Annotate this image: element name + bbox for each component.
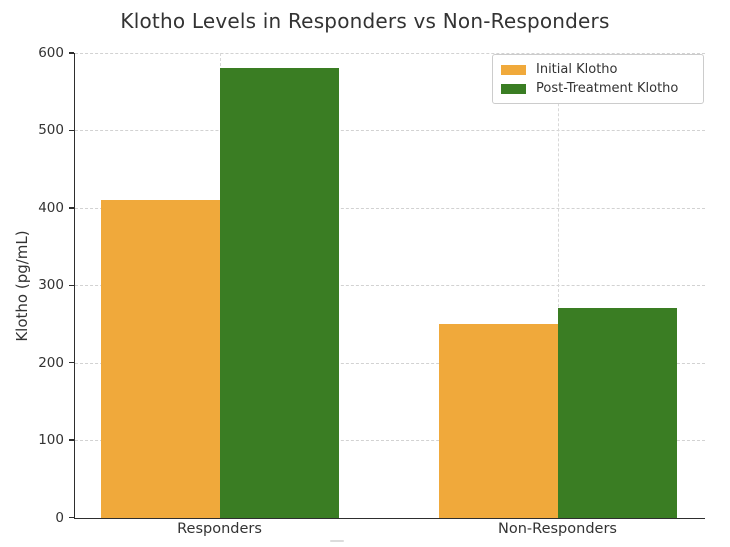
bar-initial-klotho-non-responders: [438, 323, 558, 518]
bar-post-treatment-klotho-non-responders: [557, 308, 677, 518]
gridline-y-300: [75, 285, 705, 287]
legend-entry-initial-klotho: Initial Klotho: [501, 60, 695, 79]
y-tick-600: [69, 52, 74, 54]
plot-area: [75, 53, 705, 518]
legend-swatch-initial-klotho: [501, 64, 526, 75]
y-tick-400: [69, 207, 74, 209]
bar-post-treatment-klotho-responders: [219, 68, 339, 518]
legend-entry-post-treatment-klotho: Post-Treatment Klotho: [501, 79, 695, 98]
y-axis-spine: [73, 53, 75, 519]
y-tick-label-100: 100: [38, 432, 64, 449]
gridline-y-200: [75, 362, 705, 364]
y-tick-label-0: 0: [55, 509, 64, 526]
y-tick-label-500: 500: [38, 122, 64, 139]
legend-label-initial-klotho: Initial Klotho: [536, 62, 618, 77]
y-tick-300: [69, 284, 74, 286]
legend-box: Initial Klotho Post-Treatment Klotho: [492, 54, 704, 104]
x-tick-label-non-responders: Non-Responders: [498, 521, 617, 537]
gridline-y-400: [75, 207, 705, 209]
bar-initial-klotho-responders: [100, 200, 220, 518]
clipped-xlabel-fragment: [330, 540, 344, 542]
x-axis-spine: [73, 517, 705, 520]
x-tick-label-responders: Responders: [177, 521, 262, 537]
legend-label-post-treatment-klotho: Post-Treatment Klotho: [536, 81, 679, 96]
y-tick-label-400: 400: [38, 199, 64, 216]
gridline-x-non-responders: [557, 53, 559, 518]
legend-swatch-post-treatment-klotho: [501, 83, 526, 94]
gridline-y-500: [75, 130, 705, 132]
y-tick-200: [69, 361, 74, 364]
y-tick-label-200: 200: [38, 354, 64, 371]
chart-title: Klotho Levels in Responders vs Non-Respo…: [120, 9, 610, 33]
y-tick-500: [69, 129, 74, 132]
y-tick-100: [69, 439, 74, 441]
y-tick-label-300: 300: [38, 277, 64, 294]
gridline-y-100: [75, 440, 705, 442]
y-tick-0: [69, 516, 74, 519]
gridline-y-600: [75, 53, 705, 54]
y-tick-label-600: 600: [38, 45, 64, 61]
